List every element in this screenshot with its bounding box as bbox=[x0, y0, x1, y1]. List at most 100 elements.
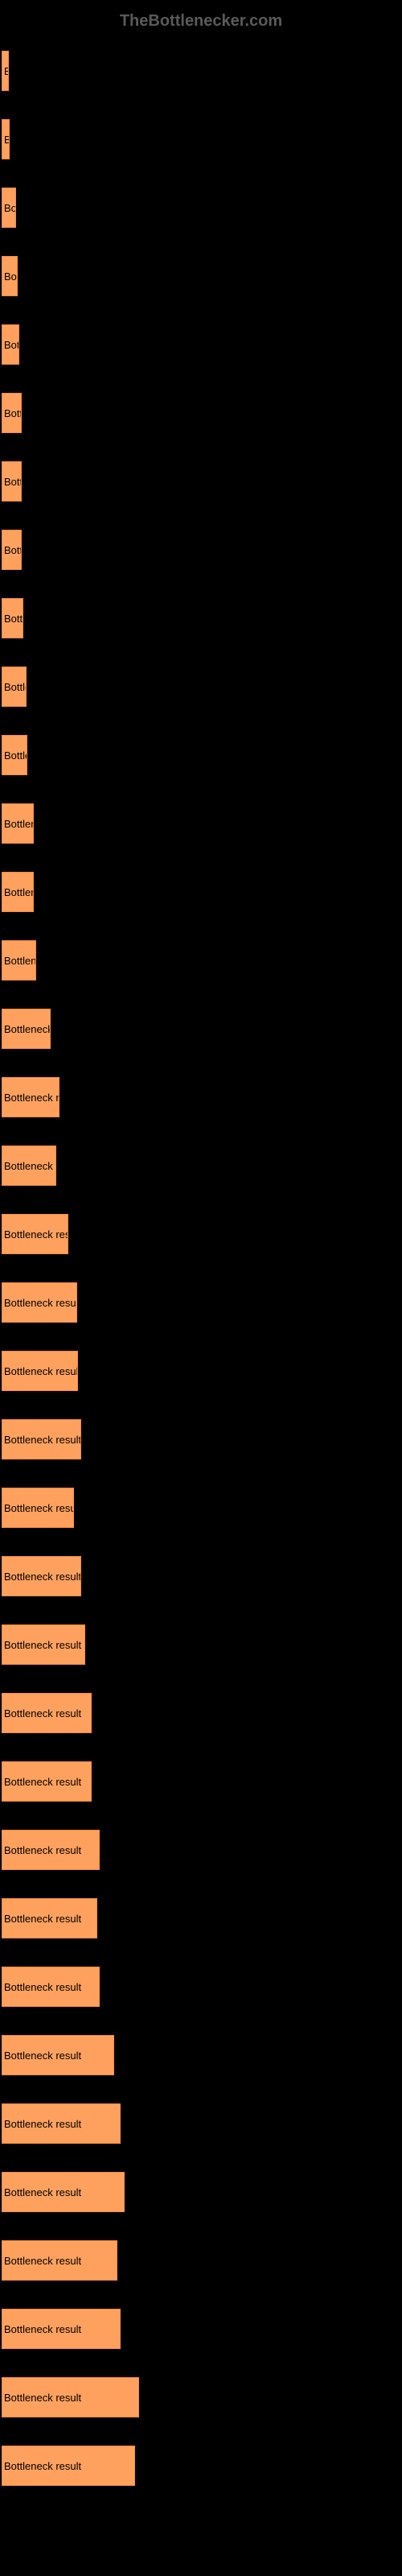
bar-row: Bottleneck result bbox=[2, 735, 402, 775]
bottleneck-bar: Bottleneck result bbox=[2, 1967, 100, 2007]
bar-label: Bottleneck result bbox=[2, 749, 27, 762]
bar-label: Bottleneck result bbox=[2, 134, 10, 146]
bar-label: Bottleneck result bbox=[2, 1913, 81, 1925]
bottleneck-bar: Bottleneck result bbox=[2, 1761, 92, 1802]
bar-row: Bottleneck result bbox=[2, 1488, 402, 1528]
bar-row: Bottleneck result bbox=[2, 1830, 402, 1870]
bar-row: Bottleneck result bbox=[2, 803, 402, 844]
bottleneck-bar: Bottleneck result bbox=[2, 1214, 68, 1254]
bar-row: Bottleneck result bbox=[2, 1693, 402, 1733]
bar-label: Bottleneck result bbox=[2, 2118, 81, 2130]
bottleneck-bar: Bottleneck result bbox=[2, 1282, 77, 1323]
bottleneck-bar: Bottleneck result bbox=[2, 1624, 85, 1665]
bar-label: Bottleneck result bbox=[2, 2323, 81, 2335]
bar-row: Bottleneck result bbox=[2, 1419, 402, 1459]
bottleneck-bar: Bottleneck result bbox=[2, 461, 22, 502]
bottleneck-bar: Bottleneck result bbox=[2, 598, 23, 638]
bottleneck-bar: Bottleneck result bbox=[2, 803, 34, 844]
bottleneck-bar: Bottleneck result bbox=[2, 1488, 74, 1528]
bar-label: Bottleneck result bbox=[2, 202, 16, 214]
bar-label: Bottleneck result bbox=[2, 1092, 59, 1104]
bottleneck-bar: Bottleneck result bbox=[2, 872, 34, 912]
bar-label: Bottleneck result bbox=[2, 339, 19, 351]
bar-row: Bottleneck result bbox=[2, 940, 402, 980]
bottleneck-bar: Bottleneck result bbox=[2, 1419, 81, 1459]
bar-row: Bottleneck result bbox=[2, 393, 402, 433]
bar-label: Bottleneck result bbox=[2, 1776, 81, 1788]
bar-row: Bottleneck result bbox=[2, 2377, 402, 2417]
bar-row: Bottleneck result bbox=[2, 2172, 402, 2212]
bar-label: Bottleneck result bbox=[2, 476, 22, 488]
bar-label: Bottleneck result bbox=[2, 65, 9, 77]
bar-label: Bottleneck result bbox=[2, 1844, 81, 1856]
bar-label: Bottleneck result bbox=[2, 955, 36, 967]
bar-row: Bottleneck result bbox=[2, 1077, 402, 1117]
bottleneck-bar: Bottleneck result bbox=[2, 1009, 51, 1049]
bottleneck-bar: Bottleneck result bbox=[2, 530, 22, 570]
bar-row: Bottleneck result bbox=[2, 1898, 402, 1938]
bar-row: Bottleneck result bbox=[2, 324, 402, 365]
bottleneck-bar: Bottleneck result bbox=[2, 324, 19, 365]
bar-row: Bottleneck result bbox=[2, 461, 402, 502]
bar-label: Bottleneck result bbox=[2, 1707, 81, 1719]
bar-row: Bottleneck result bbox=[2, 2446, 402, 2486]
bottleneck-bar: Bottleneck result bbox=[2, 2172, 125, 2212]
bottleneck-bar: Bottleneck result bbox=[2, 1693, 92, 1733]
bar-label: Bottleneck result bbox=[2, 2460, 81, 2472]
bottleneck-bar: Bottleneck result bbox=[2, 393, 22, 433]
bar-label: Bottleneck result bbox=[2, 818, 34, 830]
bottleneck-bar-chart: Bottleneck result Bottleneck result Bottle… bbox=[0, 51, 402, 2514]
bottleneck-bar: Bottleneck result bbox=[2, 940, 36, 980]
bar-row: Bottleneck result bbox=[2, 2103, 402, 2144]
bar-row: Bottleneck result bbox=[2, 2035, 402, 2075]
bar-label: Bottleneck result bbox=[2, 270, 18, 283]
bar-label: Bottleneck result bbox=[2, 613, 23, 625]
bar-row: Bottleneck result bbox=[2, 1556, 402, 1596]
bar-row: Bottleneck result bbox=[2, 188, 402, 228]
bottleneck-bar: Bottleneck result bbox=[2, 2377, 139, 2417]
bottleneck-bar: Bottleneck result bbox=[2, 2446, 135, 2486]
bar-row: Bottleneck result bbox=[2, 256, 402, 296]
bottleneck-bar: Bottleneck result bbox=[2, 256, 18, 296]
bar-label: Bottleneck result bbox=[2, 2255, 81, 2267]
bar-label: Bottleneck result bbox=[2, 1502, 74, 1514]
bar-row: Bottleneck result bbox=[2, 51, 402, 91]
bottleneck-bar: Bottleneck result bbox=[2, 1146, 56, 1186]
bottleneck-bar: Bottleneck result bbox=[2, 1830, 100, 1870]
bar-label: Bottleneck result bbox=[2, 1365, 78, 1377]
bar-label: Bottleneck result bbox=[2, 2392, 81, 2404]
bottleneck-bar: Bottleneck result bbox=[2, 1077, 59, 1117]
bottleneck-bar: Bottleneck result bbox=[2, 51, 9, 91]
bottleneck-bar: Bottleneck result bbox=[2, 2103, 121, 2144]
bar-label: Bottleneck result bbox=[2, 2186, 81, 2198]
bar-row: Bottleneck result bbox=[2, 1009, 402, 1049]
bar-label: Bottleneck result bbox=[2, 1160, 56, 1172]
bottleneck-bar: Bottleneck result bbox=[2, 119, 10, 159]
bar-row: Bottleneck result bbox=[2, 530, 402, 570]
bottleneck-bar: Bottleneck result bbox=[2, 1556, 81, 1596]
bar-label: Bottleneck result bbox=[2, 2050, 81, 2062]
bottleneck-bar: Bottleneck result bbox=[2, 735, 27, 775]
bar-label: Bottleneck result bbox=[2, 1639, 81, 1651]
bar-row: Bottleneck result bbox=[2, 1214, 402, 1254]
bar-row: Bottleneck result bbox=[2, 1146, 402, 1186]
bottleneck-bar: Bottleneck result bbox=[2, 2309, 121, 2349]
bar-label: Bottleneck result bbox=[2, 1434, 81, 1446]
bar-label: Bottleneck result bbox=[2, 544, 22, 556]
bar-label: Bottleneck result bbox=[2, 1981, 81, 1993]
bar-label: Bottleneck result bbox=[2, 681, 27, 693]
bar-row: Bottleneck result bbox=[2, 872, 402, 912]
bar-row: Bottleneck result bbox=[2, 2309, 402, 2349]
bar-label: Bottleneck result bbox=[2, 886, 34, 898]
bottleneck-bar: Bottleneck result bbox=[2, 1351, 78, 1391]
bar-label: Bottleneck result bbox=[2, 1023, 51, 1035]
bar-row: Bottleneck result bbox=[2, 1761, 402, 1802]
bottleneck-bar: Bottleneck result bbox=[2, 188, 16, 228]
bottleneck-bar: Bottleneck result bbox=[2, 1898, 97, 1938]
bar-row: Bottleneck result bbox=[2, 2240, 402, 2281]
bar-row: Bottleneck result bbox=[2, 1351, 402, 1391]
bar-row: Bottleneck result bbox=[2, 1967, 402, 2007]
watermark-text: TheBottlenecker.com bbox=[0, 12, 402, 31]
bar-label: Bottleneck result bbox=[2, 1297, 77, 1309]
bar-row: Bottleneck result bbox=[2, 598, 402, 638]
